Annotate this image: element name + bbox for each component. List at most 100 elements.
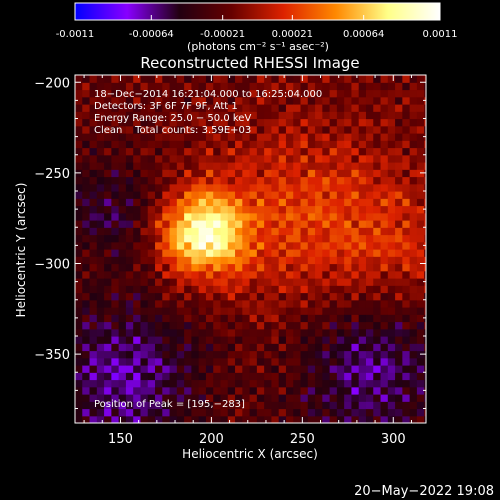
heatmap-cell xyxy=(416,336,425,344)
heatmap-cell xyxy=(373,176,382,185)
x-tick-label: 150 xyxy=(108,432,133,447)
heatmap-cell xyxy=(147,154,156,163)
heatmap-cell xyxy=(249,96,258,105)
heatmap-cell xyxy=(409,169,418,178)
heatmap-cell xyxy=(293,241,302,250)
heatmap-cell xyxy=(409,415,418,423)
heatmap-cell xyxy=(365,394,374,402)
heatmap-cell xyxy=(336,357,345,366)
heatmap-cell xyxy=(125,183,134,192)
heatmap-cell xyxy=(358,401,367,410)
heatmap-cell xyxy=(133,350,142,359)
heatmap-cell xyxy=(409,256,418,265)
heatmap-cell xyxy=(227,191,236,199)
heatmap-cell xyxy=(227,198,236,207)
heatmap-cell xyxy=(351,292,360,301)
heatmap-cell xyxy=(176,205,185,214)
heatmap-cell xyxy=(176,227,185,236)
heatmap-cell xyxy=(235,357,243,366)
heatmap-cell xyxy=(96,162,105,170)
heatmap-cell xyxy=(344,176,353,185)
heatmap-cell xyxy=(155,365,163,373)
heatmap-cell xyxy=(133,227,142,236)
heatmap-cell xyxy=(184,386,192,395)
heatmap-cell xyxy=(336,241,345,250)
heatmap-cell xyxy=(96,241,105,250)
heatmap-cell xyxy=(118,125,127,134)
heatmap-cell xyxy=(111,270,120,279)
heatmap-cell xyxy=(351,183,360,192)
heatmap-cell xyxy=(285,357,294,366)
heatmap-cell xyxy=(322,336,331,344)
heatmap-cell xyxy=(111,227,120,236)
heatmap-cell xyxy=(264,111,273,120)
heatmap-cell xyxy=(278,270,287,279)
heatmap-cell xyxy=(256,220,265,228)
heatmap-cell xyxy=(75,299,83,308)
heatmap-cell xyxy=(409,147,418,156)
heatmap-cell xyxy=(133,278,142,286)
heatmap-cell xyxy=(176,415,185,423)
heatmap-cell xyxy=(75,234,83,243)
heatmap-cell xyxy=(336,343,345,352)
heatmap-cell xyxy=(416,299,425,308)
heatmap-cell xyxy=(329,263,338,272)
heatmap-cell xyxy=(271,285,280,294)
heatmap-cell xyxy=(424,234,426,243)
heatmap-cell xyxy=(278,328,287,337)
heatmap-cell xyxy=(169,154,178,163)
heatmap-cell xyxy=(351,278,360,286)
heatmap-cell xyxy=(387,104,396,112)
heatmap-cell xyxy=(249,191,258,199)
heatmap-cell xyxy=(176,198,185,207)
heatmap-cell xyxy=(373,118,382,127)
heatmap-cell xyxy=(162,249,171,257)
heatmap-cell xyxy=(82,227,91,236)
heatmap-cell xyxy=(242,278,251,286)
heatmap-cell xyxy=(344,285,353,294)
heatmap-cell xyxy=(111,307,120,315)
heatmap-cell xyxy=(227,357,236,366)
heatmap-cell xyxy=(395,183,403,192)
heatmap-cell xyxy=(395,191,403,199)
heatmap-cell xyxy=(220,169,229,178)
heatmap-cell xyxy=(242,205,251,214)
heatmap-cell xyxy=(191,154,200,163)
heatmap-cell xyxy=(416,191,425,199)
heatmap-cell xyxy=(104,263,112,272)
heatmap-cell xyxy=(111,205,120,214)
heatmap-cell xyxy=(373,386,382,395)
heatmap-cell xyxy=(322,386,331,395)
heatmap-cell xyxy=(220,365,229,373)
heatmap-cell xyxy=(315,343,323,352)
heatmap-cell xyxy=(242,321,251,330)
heatmap-cell xyxy=(242,96,251,105)
heatmap-cell xyxy=(409,321,418,330)
heatmap-cell xyxy=(416,176,425,185)
heatmap-cell xyxy=(264,372,273,381)
heatmap-cell xyxy=(213,89,222,98)
heatmap-cell xyxy=(82,328,91,337)
heatmap-cell xyxy=(82,321,91,330)
heatmap-cell xyxy=(315,394,323,402)
heatmap-cell xyxy=(96,104,105,112)
heatmap-cell xyxy=(96,234,105,243)
heatmap-cell xyxy=(198,292,207,301)
heatmap-cell xyxy=(322,89,331,98)
heatmap-cell xyxy=(322,299,331,308)
heatmap-cell xyxy=(380,263,389,272)
heatmap-cell xyxy=(118,256,127,265)
heatmap-cell xyxy=(329,111,338,120)
heatmap-cell xyxy=(75,270,83,279)
heatmap-cell xyxy=(409,89,418,98)
heatmap-cell xyxy=(293,96,302,105)
heatmap-cell xyxy=(285,220,294,228)
heatmap-cell xyxy=(125,292,134,301)
heatmap-cell xyxy=(176,307,185,315)
heatmap-cell xyxy=(329,249,338,257)
heatmap-cell xyxy=(322,285,331,294)
heatmap-cell xyxy=(373,336,382,344)
heatmap-cell xyxy=(416,154,425,163)
heatmap-cell xyxy=(380,328,389,337)
